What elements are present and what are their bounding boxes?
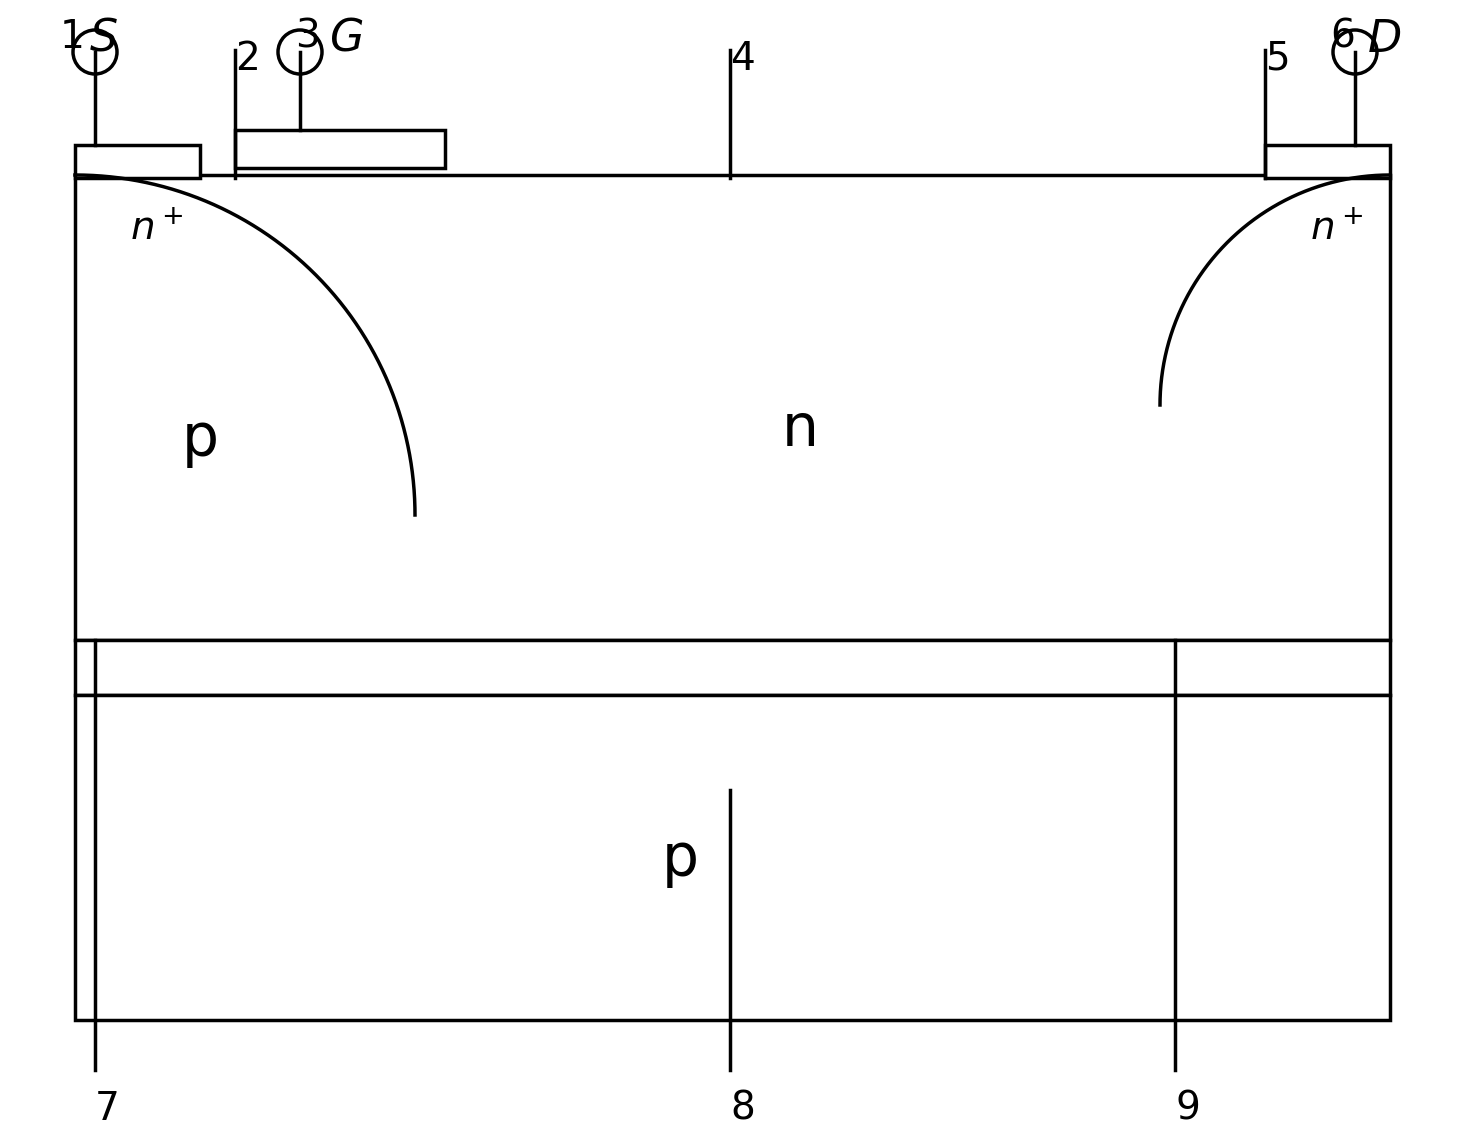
Text: p: p (182, 411, 218, 468)
Text: 1: 1 (60, 18, 85, 56)
Text: 2: 2 (236, 40, 259, 78)
Text: n: n (782, 401, 818, 459)
Text: 4: 4 (731, 40, 755, 78)
Text: 3: 3 (296, 18, 319, 56)
Bar (75, 145, 201, 178)
Text: 6: 6 (1329, 18, 1354, 56)
Text: 7: 7 (95, 1091, 120, 1128)
Text: G: G (329, 18, 365, 61)
Text: D: D (1367, 18, 1403, 61)
Text: 9: 9 (1176, 1091, 1200, 1128)
Text: p: p (662, 832, 698, 888)
Text: 8: 8 (731, 1091, 755, 1128)
Bar (75, 640, 1389, 695)
Text: $n^+$: $n^+$ (130, 210, 183, 248)
Bar (75, 175, 1389, 640)
Text: $n^+$: $n^+$ (1310, 210, 1363, 248)
Text: S: S (89, 18, 119, 61)
Bar (75, 695, 1389, 1020)
Bar (1265, 145, 1389, 178)
Bar (236, 130, 445, 168)
Text: 5: 5 (1265, 40, 1290, 78)
